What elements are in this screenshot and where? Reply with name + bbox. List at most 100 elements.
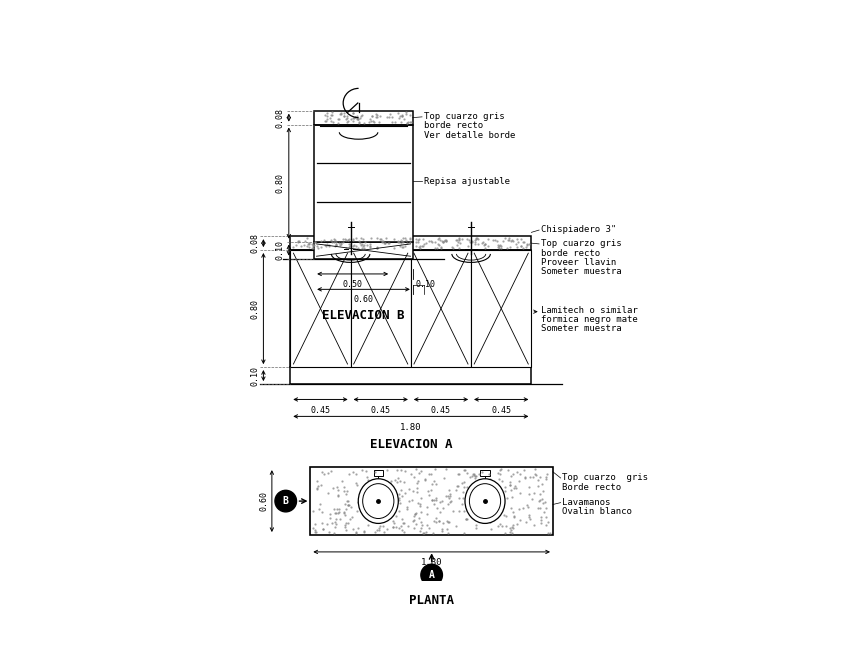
Point [341,486,354,497]
Point [497,509,511,520]
Point [366,492,380,502]
Point [509,239,523,249]
Text: Top cuarzo  gris: Top cuarzo gris [562,473,648,483]
Point [492,465,506,475]
Text: 0.45: 0.45 [431,406,451,415]
Point [330,482,343,492]
Text: 0.60: 0.60 [354,296,373,304]
Point [390,477,404,487]
Point [330,513,343,524]
Text: Someter muestra: Someter muestra [541,324,621,333]
Point [361,475,375,485]
Point [522,482,536,492]
Point [339,517,353,528]
Point [516,243,530,253]
Point [324,509,338,520]
Point [351,114,365,124]
Point [392,236,405,247]
Point [341,500,354,510]
Point [350,505,364,516]
Point [305,239,318,249]
Point [514,233,528,244]
Point [365,477,379,488]
Point [415,493,428,503]
Point [436,526,449,536]
Point [418,475,431,486]
Point [310,243,324,253]
Point [320,116,333,127]
Point [343,114,357,124]
Point [328,522,342,533]
Point [314,242,327,252]
Text: PLANTA: PLANTA [409,594,454,607]
Point [431,238,444,249]
Point [392,108,405,118]
Point [352,236,365,246]
Point [442,485,456,496]
Point [505,528,519,538]
Text: Proveer llavin: Proveer llavin [541,258,616,267]
Point [446,242,459,252]
Point [376,479,390,490]
Point [539,512,552,522]
Point [302,238,316,249]
Point [510,242,524,252]
Point [506,507,519,518]
Text: Chispiadero 3": Chispiadero 3" [541,225,616,234]
Point [298,240,311,250]
Point [353,113,366,123]
Point [476,237,490,247]
Point [477,498,491,508]
Point [370,108,383,119]
Point [354,110,368,121]
Point [522,238,536,249]
Point [441,515,454,526]
Point [541,517,555,527]
Point [358,527,371,537]
Point [459,515,473,525]
Point [495,521,508,532]
Point [457,465,470,475]
Point [385,510,398,520]
Text: B: B [283,496,288,506]
Point [354,464,368,475]
Point [505,502,519,513]
Point [387,242,401,253]
Point [533,495,547,505]
Point [398,240,411,251]
Text: formica negro mate: formica negro mate [541,315,637,324]
Point [340,117,354,127]
Point [417,239,431,249]
Point [499,511,513,521]
Point [366,116,380,127]
Point [534,503,547,514]
Point [350,113,364,123]
Point [499,520,513,531]
Point [397,476,410,486]
Point [365,488,379,498]
Point [320,108,333,118]
Point [498,483,512,493]
Text: ELEVACION A: ELEVACION A [370,438,452,451]
Point [482,504,496,515]
Point [486,235,500,246]
Point [432,515,446,526]
Point [506,523,519,534]
Point [469,471,482,481]
Point [420,520,433,530]
Point [425,236,438,246]
Point [346,241,360,251]
Point [488,234,502,245]
Point [312,504,326,515]
Point [351,522,365,533]
Point [410,483,424,494]
Point [505,522,519,532]
Point [400,118,414,128]
Bar [471,250,531,367]
Point [367,117,381,127]
Point [325,109,338,119]
Point [451,481,464,491]
Point [311,481,325,491]
Point [457,481,470,492]
Point [341,116,354,127]
